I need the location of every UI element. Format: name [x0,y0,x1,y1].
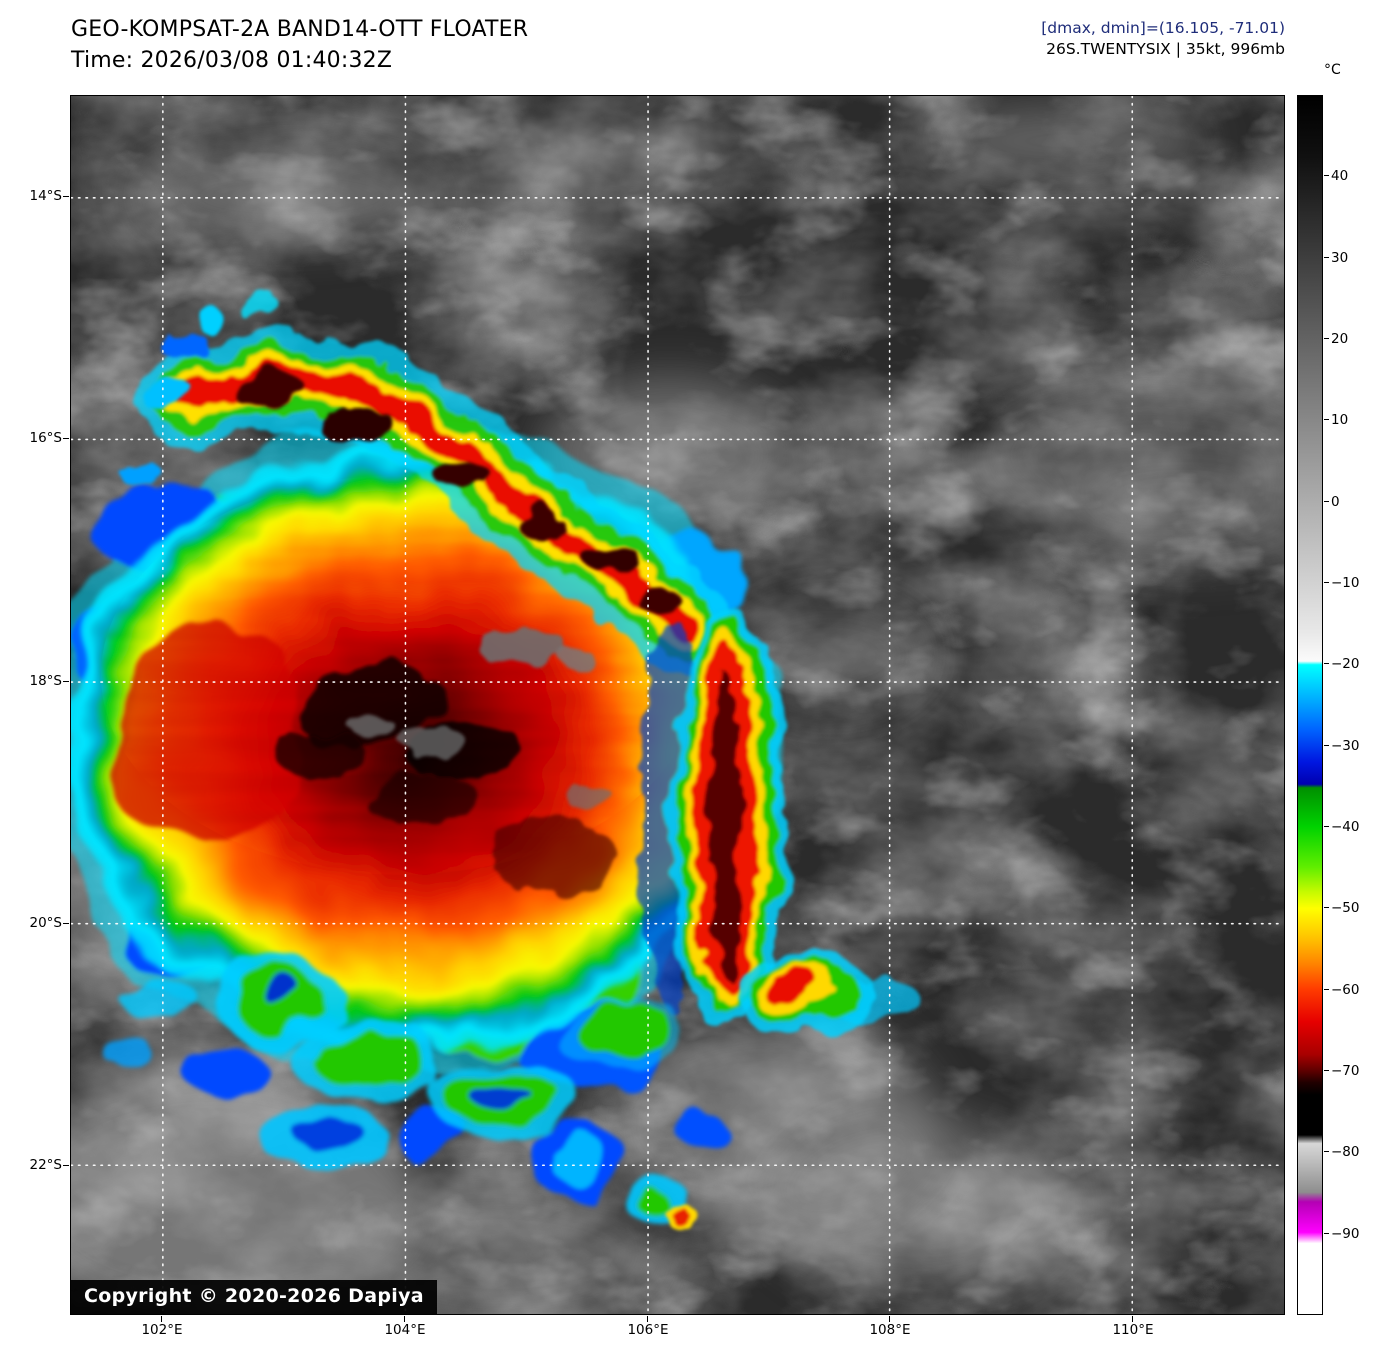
dmax-dmin-readout: [dmax, dmin]=(16.105, -71.01) [1041,19,1285,37]
colorbar-tick-label: 10 [1331,412,1349,428]
colorbar-tick-label: −10 [1331,575,1360,591]
southeast-hook [732,950,915,1035]
axis-tick [404,1316,406,1322]
warm-gray-gaps [344,627,611,806]
colorbar-tick-label: −90 [1331,1226,1360,1242]
lon-label: 108°E [869,1322,911,1338]
colorbar-unit-label: °C [1324,62,1341,78]
colorbar-tick [1324,1070,1329,1072]
lat-label: 16°S [29,430,63,446]
colorbar-tick [1324,257,1329,259]
axis-tick [647,1316,649,1322]
colorbar-tick-label: 0 [1331,494,1340,510]
cold-cores [278,665,611,895]
lat-label: 20°S [29,915,63,931]
lon-label: 110°E [1112,1322,1154,1338]
colorbar-tick [1324,663,1329,665]
cyclone [71,296,915,1225]
page-title: GEO-KOMPSAT-2A BAND14-OTT FLOATER [71,17,529,42]
satellite-map: Copyright © 2020-2026 Dapiya [70,95,1285,1315]
eastern-band [642,615,788,1025]
colorbar-tick-label: −60 [1331,982,1360,998]
colorbar-tick [1324,907,1329,909]
lat-label: 18°S [29,673,63,689]
lon-label: 106°E [627,1322,669,1338]
colorbar-tick-label: −50 [1331,900,1360,916]
axis-tick [889,1316,891,1322]
grid-lines [71,96,1284,1314]
axis-tick [161,1316,163,1322]
colorbar-tick-label: 30 [1331,250,1349,266]
axis-tick [63,438,69,440]
colorbar-tick [1324,1151,1329,1153]
axis-tick [63,1165,69,1167]
lon-label: 104°E [384,1322,426,1338]
copyright-badge: Copyright © 2020-2026 Dapiya [71,1280,437,1314]
colorbar-tick-label: −40 [1331,819,1360,835]
title-block: GEO-KOMPSAT-2A BAND14-OTT FLOATER Time: … [71,14,528,76]
axis-tick [63,196,69,198]
lat-label: 14°S [29,188,63,204]
satellite-imagery [71,96,1284,1314]
timestamp: Time: 2026/03/08 01:40:32Z [71,48,393,73]
storm-id-readout: 26S.TWENTYSIX | 35kt, 996mb [1046,40,1285,58]
colorbar-tick [1324,826,1329,828]
small-cells [123,296,696,1225]
colorbar-tick [1324,419,1329,421]
colorbar-tick-label: −30 [1331,738,1360,754]
colorbar-tick [1324,582,1329,584]
colorbar-tick-label: −80 [1331,1144,1360,1160]
colorbar-tick-label: 20 [1331,331,1349,347]
colorbar-tick [1324,338,1329,340]
arc-cold-cells [240,373,678,613]
axis-tick [63,923,69,925]
colorbar-tick [1324,989,1329,991]
annotation-block: [dmax, dmin]=(16.105, -71.01) 26S.TWENTY… [1041,18,1285,60]
colorbar-tick-label: −20 [1331,656,1360,672]
colorbar-tick [1324,1233,1329,1235]
colorbar-tick-label: 40 [1331,168,1349,184]
lat-label: 22°S [29,1157,63,1173]
colorbar-tick [1324,745,1329,747]
lon-label: 102°E [141,1322,183,1338]
colorbar-tick [1324,501,1329,503]
axis-tick [63,681,69,683]
colorbar [1297,95,1323,1315]
southern-convection [95,959,725,1220]
colorbar-tick-label: −70 [1331,1063,1360,1079]
colorbar-tick [1324,175,1329,177]
axis-tick [1132,1316,1134,1322]
